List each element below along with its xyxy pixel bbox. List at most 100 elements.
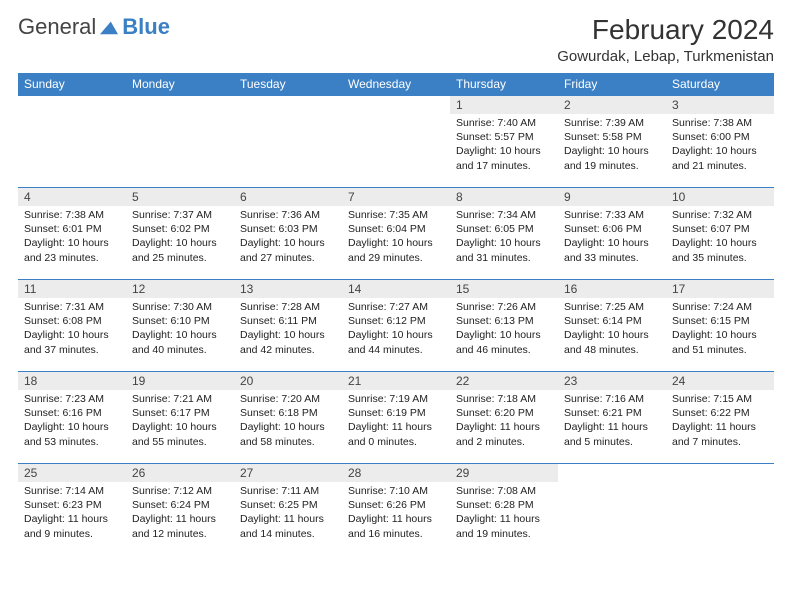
calendar-day-cell: 8Sunrise: 7:34 AMSunset: 6:05 PMDaylight… xyxy=(450,188,558,280)
calendar-day-cell: 10Sunrise: 7:32 AMSunset: 6:07 PMDayligh… xyxy=(666,188,774,280)
day-number: 17 xyxy=(666,280,774,298)
day-number: 13 xyxy=(234,280,342,298)
daylight-text: Daylight: 10 hours and 44 minutes. xyxy=(348,328,444,356)
calendar-day-cell: 22Sunrise: 7:18 AMSunset: 6:20 PMDayligh… xyxy=(450,372,558,464)
calendar-day-cell: 18Sunrise: 7:23 AMSunset: 6:16 PMDayligh… xyxy=(18,372,126,464)
calendar-day-cell: 16Sunrise: 7:25 AMSunset: 6:14 PMDayligh… xyxy=(558,280,666,372)
day-number: 5 xyxy=(126,188,234,206)
sunrise-text: Sunrise: 7:21 AM xyxy=(132,392,228,406)
sunset-text: Sunset: 6:11 PM xyxy=(240,314,336,328)
calendar-week-row: 25Sunrise: 7:14 AMSunset: 6:23 PMDayligh… xyxy=(18,464,774,556)
sunrise-text: Sunrise: 7:18 AM xyxy=(456,392,552,406)
day-details: Sunrise: 7:18 AMSunset: 6:20 PMDaylight:… xyxy=(450,390,558,453)
calendar-week-row: 11Sunrise: 7:31 AMSunset: 6:08 PMDayligh… xyxy=(18,280,774,372)
daylight-text: Daylight: 10 hours and 37 minutes. xyxy=(24,328,120,356)
daylight-text: Daylight: 10 hours and 53 minutes. xyxy=(24,420,120,448)
calendar-empty-cell xyxy=(126,96,234,188)
calendar-day-cell: 14Sunrise: 7:27 AMSunset: 6:12 PMDayligh… xyxy=(342,280,450,372)
calendar-day-cell: 4Sunrise: 7:38 AMSunset: 6:01 PMDaylight… xyxy=(18,188,126,280)
logo-text-1: General xyxy=(18,14,96,40)
sunset-text: Sunset: 6:23 PM xyxy=(24,498,120,512)
sunrise-text: Sunrise: 7:11 AM xyxy=(240,484,336,498)
daylight-text: Daylight: 10 hours and 27 minutes. xyxy=(240,236,336,264)
day-number: 3 xyxy=(666,96,774,114)
calendar-day-cell: 2Sunrise: 7:39 AMSunset: 5:58 PMDaylight… xyxy=(558,96,666,188)
day-details: Sunrise: 7:40 AMSunset: 5:57 PMDaylight:… xyxy=(450,114,558,177)
sunrise-text: Sunrise: 7:27 AM xyxy=(348,300,444,314)
day-number: 23 xyxy=(558,372,666,390)
day-details: Sunrise: 7:24 AMSunset: 6:15 PMDaylight:… xyxy=(666,298,774,361)
weekday-header: Sunday xyxy=(18,73,126,96)
day-number: 28 xyxy=(342,464,450,482)
daylight-text: Daylight: 10 hours and 51 minutes. xyxy=(672,328,768,356)
sunset-text: Sunset: 6:04 PM xyxy=(348,222,444,236)
day-number: 29 xyxy=(450,464,558,482)
calendar-day-cell: 9Sunrise: 7:33 AMSunset: 6:06 PMDaylight… xyxy=(558,188,666,280)
day-details: Sunrise: 7:16 AMSunset: 6:21 PMDaylight:… xyxy=(558,390,666,453)
sunrise-text: Sunrise: 7:14 AM xyxy=(24,484,120,498)
sunrise-text: Sunrise: 7:40 AM xyxy=(456,116,552,130)
sunrise-text: Sunrise: 7:33 AM xyxy=(564,208,660,222)
calendar-day-cell: 5Sunrise: 7:37 AMSunset: 6:02 PMDaylight… xyxy=(126,188,234,280)
sunset-text: Sunset: 6:13 PM xyxy=(456,314,552,328)
day-number: 22 xyxy=(450,372,558,390)
calendar-day-cell: 19Sunrise: 7:21 AMSunset: 6:17 PMDayligh… xyxy=(126,372,234,464)
calendar-empty-cell xyxy=(558,464,666,556)
day-details: Sunrise: 7:10 AMSunset: 6:26 PMDaylight:… xyxy=(342,482,450,545)
sunset-text: Sunset: 6:25 PM xyxy=(240,498,336,512)
day-details: Sunrise: 7:35 AMSunset: 6:04 PMDaylight:… xyxy=(342,206,450,269)
day-number: 21 xyxy=(342,372,450,390)
sunset-text: Sunset: 6:16 PM xyxy=(24,406,120,420)
sunrise-text: Sunrise: 7:38 AM xyxy=(24,208,120,222)
day-details: Sunrise: 7:37 AMSunset: 6:02 PMDaylight:… xyxy=(126,206,234,269)
daylight-text: Daylight: 10 hours and 55 minutes. xyxy=(132,420,228,448)
day-details: Sunrise: 7:30 AMSunset: 6:10 PMDaylight:… xyxy=(126,298,234,361)
daylight-text: Daylight: 10 hours and 33 minutes. xyxy=(564,236,660,264)
calendar-day-cell: 29Sunrise: 7:08 AMSunset: 6:28 PMDayligh… xyxy=(450,464,558,556)
day-number: 7 xyxy=(342,188,450,206)
sunrise-text: Sunrise: 7:24 AM xyxy=(672,300,768,314)
day-details: Sunrise: 7:12 AMSunset: 6:24 PMDaylight:… xyxy=(126,482,234,545)
day-details: Sunrise: 7:08 AMSunset: 6:28 PMDaylight:… xyxy=(450,482,558,545)
weekday-header: Wednesday xyxy=(342,73,450,96)
logo: General Blue xyxy=(18,14,170,40)
logo-triangle-icon xyxy=(98,18,120,36)
daylight-text: Daylight: 10 hours and 35 minutes. xyxy=(672,236,768,264)
sunset-text: Sunset: 6:02 PM xyxy=(132,222,228,236)
sunset-text: Sunset: 6:06 PM xyxy=(564,222,660,236)
sunrise-text: Sunrise: 7:16 AM xyxy=(564,392,660,406)
calendar-day-cell: 11Sunrise: 7:31 AMSunset: 6:08 PMDayligh… xyxy=(18,280,126,372)
calendar-empty-cell xyxy=(18,96,126,188)
day-details: Sunrise: 7:26 AMSunset: 6:13 PMDaylight:… xyxy=(450,298,558,361)
sunset-text: Sunset: 6:01 PM xyxy=(24,222,120,236)
sunset-text: Sunset: 6:08 PM xyxy=(24,314,120,328)
sunrise-text: Sunrise: 7:10 AM xyxy=(348,484,444,498)
sunrise-text: Sunrise: 7:15 AM xyxy=(672,392,768,406)
sunset-text: Sunset: 6:21 PM xyxy=(564,406,660,420)
calendar-day-cell: 12Sunrise: 7:30 AMSunset: 6:10 PMDayligh… xyxy=(126,280,234,372)
weekday-header: Tuesday xyxy=(234,73,342,96)
sunrise-text: Sunrise: 7:36 AM xyxy=(240,208,336,222)
calendar-day-cell: 7Sunrise: 7:35 AMSunset: 6:04 PMDaylight… xyxy=(342,188,450,280)
location-text: Gowurdak, Lebap, Turkmenistan xyxy=(557,48,774,65)
sunrise-text: Sunrise: 7:35 AM xyxy=(348,208,444,222)
calendar-week-row: 4Sunrise: 7:38 AMSunset: 6:01 PMDaylight… xyxy=(18,188,774,280)
day-details: Sunrise: 7:38 AMSunset: 6:01 PMDaylight:… xyxy=(18,206,126,269)
daylight-text: Daylight: 10 hours and 31 minutes. xyxy=(456,236,552,264)
daylight-text: Daylight: 11 hours and 14 minutes. xyxy=(240,512,336,540)
weekday-header: Thursday xyxy=(450,73,558,96)
day-details: Sunrise: 7:39 AMSunset: 5:58 PMDaylight:… xyxy=(558,114,666,177)
weekday-header: Monday xyxy=(126,73,234,96)
day-details: Sunrise: 7:34 AMSunset: 6:05 PMDaylight:… xyxy=(450,206,558,269)
daylight-text: Daylight: 10 hours and 40 minutes. xyxy=(132,328,228,356)
sunrise-text: Sunrise: 7:23 AM xyxy=(24,392,120,406)
sunset-text: Sunset: 6:26 PM xyxy=(348,498,444,512)
day-number: 19 xyxy=(126,372,234,390)
sunrise-text: Sunrise: 7:37 AM xyxy=(132,208,228,222)
sunrise-text: Sunrise: 7:28 AM xyxy=(240,300,336,314)
sunrise-text: Sunrise: 7:12 AM xyxy=(132,484,228,498)
day-number: 24 xyxy=(666,372,774,390)
weekday-header: Friday xyxy=(558,73,666,96)
sunset-text: Sunset: 6:15 PM xyxy=(672,314,768,328)
calendar-day-cell: 24Sunrise: 7:15 AMSunset: 6:22 PMDayligh… xyxy=(666,372,774,464)
